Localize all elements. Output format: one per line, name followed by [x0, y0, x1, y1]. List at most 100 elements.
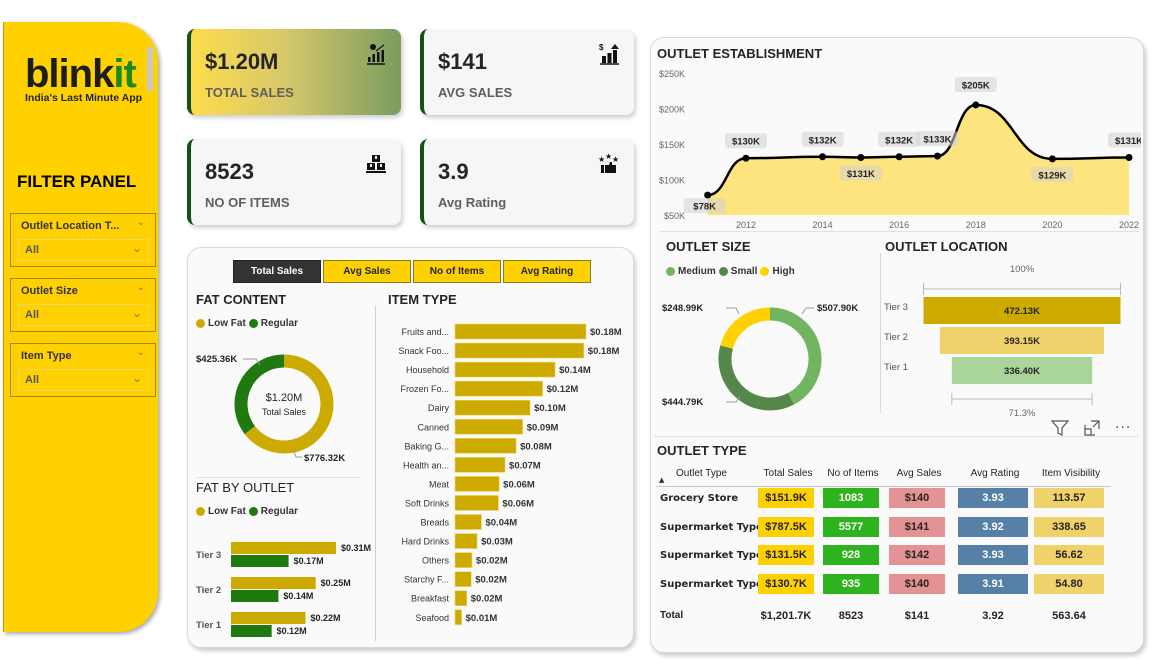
outlet-size-dropdown[interactable]: All ⌄: [18, 304, 149, 326]
table-cell: 5577: [823, 516, 879, 537]
table-cell: 3.92: [958, 516, 1028, 537]
funnel-bar: [951, 357, 1093, 384]
data-label: $0.18M: [590, 327, 622, 338]
column-header[interactable]: Item Visibility: [1041, 468, 1101, 479]
category-label: Starchy F...: [404, 575, 449, 585]
bar-regular: [231, 590, 279, 602]
data-label-low-fat: $0.22M: [311, 613, 341, 623]
table-cell: 928: [823, 545, 879, 565]
stacked-boxes-icon: [366, 155, 386, 173]
data-label: 336.40K: [1004, 366, 1040, 377]
table-cell: 3.91: [958, 573, 1028, 594]
data-label-bg: [954, 76, 997, 92]
divider: [654, 436, 1139, 437]
series-line: [707, 103, 1130, 197]
filter-icon[interactable]: [1051, 419, 1069, 437]
data-label: $132K: [809, 135, 837, 146]
top-percent-label: 100%: [1010, 264, 1035, 275]
column-header[interactable]: Avg Sales: [896, 468, 942, 479]
category-label: Seafood: [415, 613, 449, 623]
fat-by-outlet-title: FAT BY OUTLET: [196, 480, 295, 495]
category-label: Soft Drinks: [405, 498, 450, 508]
data-label: $0.04M: [485, 518, 517, 529]
data-point: [819, 153, 827, 161]
category-label: Snack Foo...: [398, 346, 449, 356]
data-label: $0.12M: [547, 384, 579, 395]
data-label-bg: [724, 133, 767, 149]
collapse-chevron-icon[interactable]: ⌄: [136, 347, 145, 358]
table-cell: 113.57: [1034, 488, 1104, 508]
legend-label: High: [772, 266, 795, 277]
column-header[interactable]: No of Items: [827, 468, 879, 479]
chevron-down-icon[interactable]: ⌄: [131, 241, 142, 255]
tab-avg-sales[interactable]: Avg Sales: [323, 260, 411, 283]
legend-dot-low-fat: [196, 507, 205, 516]
divider: [659, 231, 1139, 232]
category-label: Canned: [417, 422, 449, 432]
column-header[interactable]: Outlet Type: [676, 468, 727, 479]
bar-item-type: [454, 609, 462, 626]
fat-content-donut-chart: $1.20M Total Sales $425.36K $776.32K: [196, 354, 345, 464]
donut-slice-regular: [234, 354, 285, 435]
focus-mode-icon[interactable]: [1083, 419, 1101, 437]
data-label-small: $444.79K: [662, 397, 703, 408]
legend-label: Low Fat: [208, 506, 246, 517]
total-cell: $141: [904, 610, 930, 622]
bar-regular: [231, 555, 289, 567]
bar-item-type: [454, 438, 517, 454]
bar-item-type: [454, 514, 482, 530]
collapse-chevron-icon[interactable]: ⌄: [136, 282, 145, 293]
collapse-chevron-icon[interactable]: ⌄: [136, 217, 145, 228]
donut-slice-low-fat: [244, 354, 334, 454]
category-label: Meat: [429, 479, 450, 489]
kpi-caption: AVG SALES: [438, 85, 513, 100]
tab-avg-rating[interactable]: Avg Rating: [503, 260, 591, 283]
outlet-location-dropdown[interactable]: All ⌄: [18, 239, 149, 261]
tab-no-of-items[interactable]: No of Items: [413, 260, 501, 283]
donut-slice-small: [718, 345, 795, 411]
bar-item-type: [454, 342, 585, 359]
item-type-dropdown[interactable]: All ⌄: [18, 369, 149, 391]
outlet-location-title: OUTLET LOCATION: [885, 239, 1008, 254]
column-header[interactable]: Total Sales: [763, 468, 813, 479]
table-cell: 1083: [823, 488, 879, 508]
fat-by-outlet-legend: Low Fat Regular: [196, 506, 298, 517]
category-label: Breads: [420, 518, 449, 528]
sort-ascending-icon[interactable]: ▲: [659, 476, 665, 484]
bar-item-type: [454, 476, 500, 492]
logo-accent-text: it: [113, 52, 136, 96]
fat-content-legend: Low Fat Regular: [196, 318, 298, 329]
data-label: $205K: [962, 80, 990, 91]
row-label: Supermarket Type1: [660, 521, 770, 533]
data-label-low-fat: $0.31M: [341, 543, 371, 553]
data-label-regular: $0.17M: [294, 556, 324, 566]
legend-dot-small: [718, 267, 728, 276]
chevron-down-icon[interactable]: ⌄: [131, 371, 142, 385]
chevron-down-icon[interactable]: ⌄: [131, 306, 142, 320]
data-point: [1048, 155, 1056, 163]
kpi-value: 8523: [205, 159, 254, 184]
filter-panel-title: FILTER PANEL: [17, 172, 137, 191]
data-label-bg: [1031, 166, 1074, 182]
kpi-card-no-of-items: 8523 NO OF ITEMS: [187, 139, 401, 225]
category-label: Fruits and...: [401, 327, 449, 337]
category-label: Dairy: [428, 403, 450, 413]
tab-total-sales[interactable]: Total Sales: [233, 260, 321, 283]
blinkit-logo: blinkit: [25, 52, 137, 96]
data-label: $0.09M: [527, 422, 559, 433]
fat-content-title: FAT CONTENT: [196, 292, 287, 307]
legend-dot-high: [760, 267, 770, 276]
total-cell: Total: [660, 610, 684, 621]
more-options-icon[interactable]: ···: [1115, 420, 1132, 436]
table-cell: 3.93: [958, 545, 1028, 565]
divider: [375, 306, 376, 641]
column-header[interactable]: Avg Rating: [970, 468, 1020, 479]
bar-item-type: [454, 399, 531, 416]
x-tick-label: 2014: [813, 220, 833, 230]
divider: [880, 253, 881, 413]
funnel-bar: [923, 297, 1121, 324]
y-tick-label: $100K: [659, 176, 685, 186]
measure-selector: Total Sales Avg Sales No of Items Avg Ra…: [233, 260, 593, 284]
category-label: Tier 2: [196, 585, 221, 596]
data-label: 393.15K: [1004, 336, 1040, 347]
